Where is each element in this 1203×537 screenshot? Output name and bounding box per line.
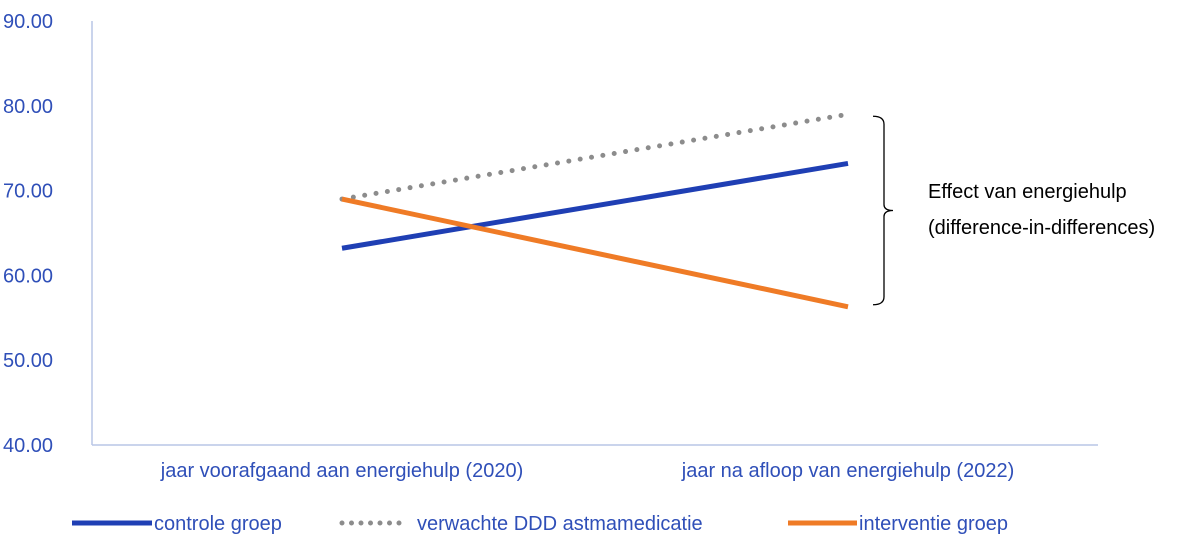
x-tick-label: jaar voorafgaand aan energiehulp (2020) [160,460,524,482]
series-line-controle-groep [341,160,849,251]
legend-label-controle-groep: controle groep [154,513,282,535]
legend-label-verwachte-ddd: verwachte DDD astmamedicatie [417,513,703,535]
y-tick-label: 40.00 [3,435,53,457]
series-line-verwachte-ddd-astmamedicatie [339,111,851,202]
y-tick-label: 90.00 [3,11,53,33]
x-axis: jaar voorafgaand aan energiehulp (2020) j… [92,444,1098,482]
x-tick-label: jaar na afloop van energiehulp (2022) [681,460,1014,482]
annotation-bracket [872,115,894,306]
annotation: Effect van energiehulp (difference-in-di… [872,115,1155,306]
annotation-text-line-2: (difference-in-differences) [928,217,1155,239]
y-tick-label: 50.00 [3,350,53,372]
legend-label-interventie-groep: interventie groep [859,513,1008,535]
y-tick-label: 60.00 [3,265,53,287]
y-tick-label: 80.00 [3,96,53,118]
legend: controle groep verwachte DDD astmamedica… [72,513,1008,535]
y-tick-label: 70.00 [3,181,53,203]
y-axis: 40.00 50.00 60.00 70.00 80.00 90.00 [3,11,93,457]
series-line-interventie-groep [341,196,849,310]
series-lines [339,111,851,310]
annotation-text-line-1: Effect van energiehulp [928,181,1127,203]
